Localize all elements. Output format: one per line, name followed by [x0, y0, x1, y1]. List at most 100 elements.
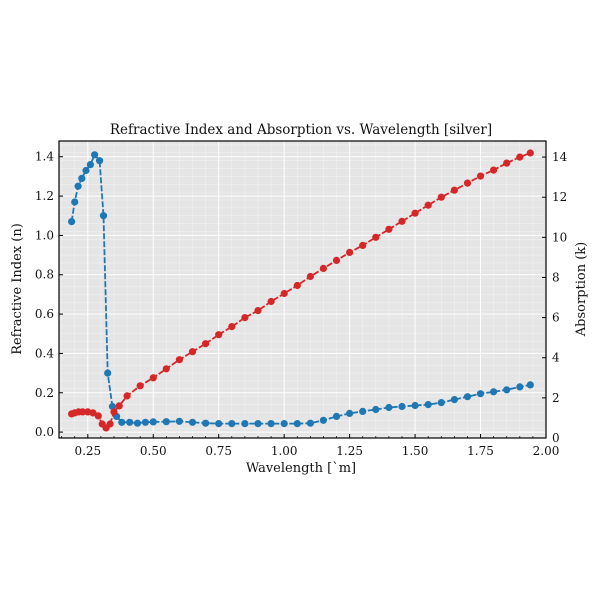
series-2-point [450, 186, 458, 194]
y-axis-label-right: Absorption (k) [574, 242, 589, 337]
series-1-point [82, 166, 90, 175]
series-1-point [503, 386, 511, 394]
y-right-tick-label: 8 [552, 270, 560, 284]
x-tick-label: 1.25 [336, 444, 363, 458]
series-2-point [411, 209, 419, 217]
series-2-point [280, 289, 288, 298]
series-2-point [228, 323, 236, 331]
series-2-point [106, 420, 114, 428]
y-left-tick-label: 0.0 [35, 425, 54, 439]
series-2-point [110, 408, 118, 416]
series-1 [68, 151, 534, 428]
series-1-point [99, 212, 108, 220]
series-1-point [463, 393, 472, 401]
series-1-point [346, 409, 354, 417]
series-1-point [476, 390, 485, 398]
series-2-point [526, 149, 534, 157]
series-2-point [476, 172, 485, 180]
series-1-point [398, 402, 406, 411]
plot-area [59, 141, 546, 438]
series-1-point [450, 396, 458, 404]
plot-frame [58, 140, 547, 439]
series-1-point [71, 198, 79, 206]
y-left-tick-label: 0.6 [35, 307, 54, 321]
series-2-point [385, 225, 393, 233]
series-1-point [254, 420, 262, 428]
chart-title: Refractive Index and Absorption vs. Wave… [110, 122, 492, 138]
series-2-point [424, 201, 432, 209]
y-right-tick-label: 6 [552, 311, 560, 325]
series-2-point [346, 248, 354, 256]
series-1-point [149, 418, 157, 426]
ticks-layer: 0.25 0.50 0.75 1.00 1.25 1.50 1.75 2.000.00.20.… [35, 150, 568, 458]
series-1-point [215, 420, 223, 428]
y-left-tick-label: 1.0 [35, 228, 54, 242]
x-tick-label: 2.00 [533, 444, 560, 458]
x-axis-label: Wavelength [`m] [246, 461, 356, 476]
x-tick-label: 1.00 [271, 444, 298, 458]
y-right-tick-label: 10 [552, 230, 567, 244]
series-2-point [254, 307, 262, 315]
series-layer [68, 149, 534, 432]
series-2-point [202, 340, 210, 348]
y-left-tick-label: 1.2 [35, 189, 54, 203]
series-1-point [74, 182, 82, 190]
series-1-point [372, 405, 380, 414]
x-tick-label: 1.75 [467, 444, 494, 458]
series-2-point [437, 193, 445, 201]
series-1-point [293, 420, 301, 428]
series-2-point [463, 179, 472, 187]
series-2-point [319, 264, 327, 272]
series-1-point [96, 157, 104, 165]
series-1-point [175, 417, 183, 425]
series-2-point [89, 409, 97, 417]
series-1-point [306, 419, 314, 427]
series-1-point [267, 420, 275, 428]
series-1-point [104, 369, 112, 377]
y-left-tick-label: 0.4 [35, 346, 54, 360]
series-1-line [70, 153, 531, 425]
series-2 [68, 149, 534, 432]
series-1-point [490, 388, 498, 396]
y-left-tick-label: 0.8 [35, 268, 54, 282]
series-2-point [293, 281, 301, 290]
series-1-point [319, 416, 327, 424]
series-1-point [526, 381, 534, 389]
series-1-point [241, 420, 249, 428]
y-axis-label-left: Refractive Index (n) [10, 223, 25, 355]
series-2-point [149, 374, 157, 382]
series-2-point [175, 356, 183, 364]
series-1-point [86, 161, 94, 169]
series-1-point [359, 407, 367, 415]
series-2-point [162, 365, 170, 373]
series-2-point [306, 272, 314, 281]
series-2-point [188, 348, 197, 356]
series-2-point [516, 153, 524, 161]
series-2-point [332, 256, 341, 264]
series-2-point [267, 297, 275, 306]
y-right-tick-label: 0 [552, 431, 560, 445]
series-1-point [202, 419, 210, 427]
series-1-point [68, 218, 76, 226]
series-2-point [136, 382, 144, 390]
series-1-point [78, 174, 86, 182]
series-2-point [359, 241, 367, 249]
series-2-point [123, 392, 131, 400]
series-2-point [372, 233, 380, 241]
series-2-point [79, 408, 87, 416]
series-2-point [115, 402, 123, 410]
series-2-point [94, 412, 102, 420]
series-2-point [215, 331, 223, 339]
series-2-point [398, 217, 406, 225]
y-left-tick-label: 0.2 [35, 386, 54, 400]
series-1-point [133, 419, 142, 427]
y-right-tick-label: 12 [552, 190, 567, 204]
series-1-point [108, 402, 116, 411]
series-1-point [91, 151, 99, 159]
series-1-point [437, 399, 445, 407]
y-right-tick-label: 14 [552, 150, 568, 164]
series-2-point [503, 159, 511, 167]
series-1-point [424, 401, 432, 409]
